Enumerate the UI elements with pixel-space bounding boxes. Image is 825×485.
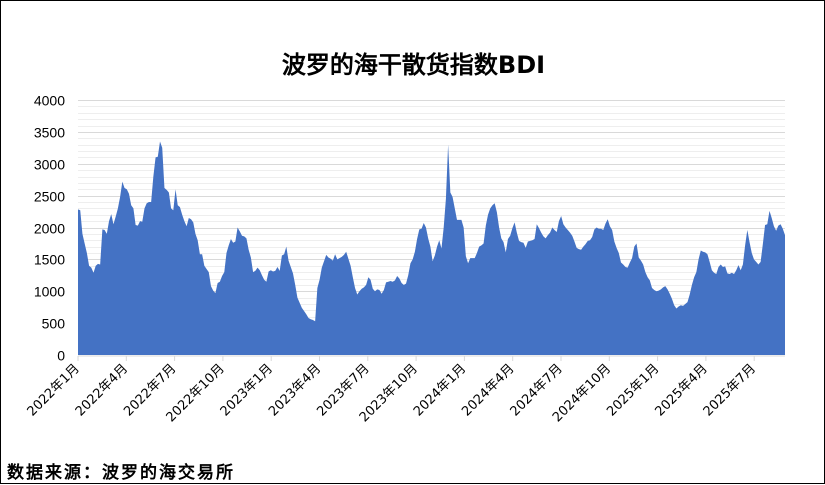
chart-title: 波罗的海干散货指数BDI (281, 51, 546, 79)
x-tick-label: 2025年7月 (701, 361, 759, 419)
y-axis-labels: 0 500 1000 1500 2000 2500 3000 3500 4000 (34, 93, 65, 364)
y-tick-label: 0 (57, 348, 65, 364)
y-tick-label: 1500 (34, 252, 65, 268)
data-source-note: 数据来源：波罗的海交易所 (7, 463, 235, 483)
y-tick-label: 3500 (34, 125, 65, 141)
y-tick-label: 3000 (34, 157, 65, 173)
bdi-area-series (78, 141, 785, 355)
y-tick-label: 2000 (34, 221, 65, 237)
y-tick-label: 2500 (34, 189, 65, 205)
y-tick-label: 4000 (34, 93, 65, 109)
y-tick-label: 500 (42, 316, 66, 332)
y-tick-label: 1000 (34, 284, 65, 300)
x-axis-labels: 2022年1月2022年4月2022年7月2022年10月2023年1月2023… (25, 361, 759, 425)
x-axis-ticks (77, 356, 755, 361)
